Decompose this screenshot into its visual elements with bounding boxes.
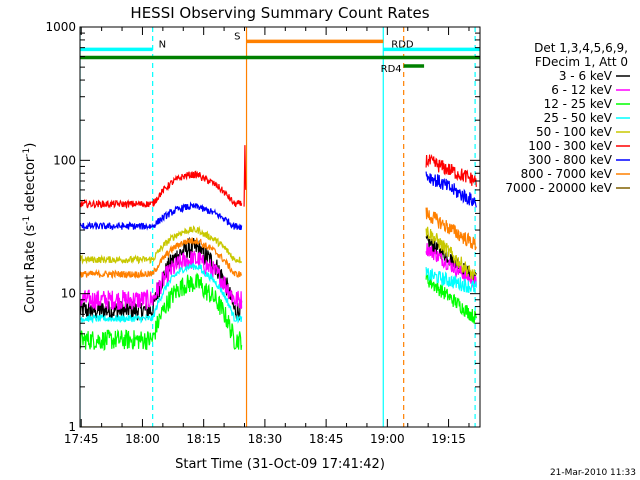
x-tick-label: 19:00 xyxy=(370,432,405,446)
status-label-s: S xyxy=(234,31,240,42)
legend-entry-label: 50 - 100 keV xyxy=(536,125,613,139)
y-tick-label: 10 xyxy=(61,287,76,301)
series-100-300-kev-after xyxy=(425,153,477,187)
x-tick-label: 18:30 xyxy=(248,432,283,446)
legend-header-line1: Det 1,3,4,5,6,9, xyxy=(534,41,628,55)
x-tick-label: 17:45 xyxy=(64,432,99,446)
status-label-n: N xyxy=(159,39,166,50)
series-300-800-kev xyxy=(80,201,243,231)
legend-entry-label: 12 - 25 keV xyxy=(544,97,613,111)
x-tick-label: 18:00 xyxy=(125,432,160,446)
legend-header-line2: FDecim 1, Att 0 xyxy=(535,55,628,69)
x-tick-label: 18:15 xyxy=(186,432,221,446)
series-6-12-kev xyxy=(80,250,243,310)
legend-entry-label: 25 - 50 keV xyxy=(544,111,613,125)
series-25-50-kev-after xyxy=(425,267,477,293)
x-tick-label: 18:45 xyxy=(309,432,344,446)
series-50-100-kev xyxy=(80,225,243,265)
series-100-300-kev xyxy=(80,170,243,210)
legend: Det 1,3,4,5,6,9, FDecim 1, Att 0 3 - 6 k… xyxy=(505,41,630,195)
x-tick-label: 19:15 xyxy=(431,432,466,446)
y-axis: 1 10 100 1000 xyxy=(45,20,480,434)
status-label-rd4: RD4 xyxy=(381,64,402,75)
series-25-50-kev xyxy=(80,263,243,325)
timestamp: 21-Mar-2010 11:33 xyxy=(550,468,636,478)
plot-frame xyxy=(79,26,481,428)
legend-entry-label: 6 - 12 keV xyxy=(551,83,613,97)
series-50-100-kev-after xyxy=(425,226,477,281)
legend-entry-label: 100 - 300 keV xyxy=(528,139,612,153)
plot-area: N S RDD RD4 xyxy=(80,27,480,427)
series-6-12-kev-after xyxy=(425,243,477,288)
legend-entry-label: 3 - 6 keV xyxy=(559,69,613,83)
chart-title: HESSI Observing Summary Count Rates xyxy=(130,4,429,22)
x-axis-label: Start Time (31-Oct-09 17:41:42) xyxy=(175,457,385,472)
legend-entry-label: 800 - 7000 keV xyxy=(521,167,613,181)
series-12-25-kev-after xyxy=(425,272,477,324)
series-12-25-kev xyxy=(80,272,243,352)
series-800-7000-kev-after xyxy=(425,207,477,251)
status-label-rdd: RDD xyxy=(391,39,414,50)
series-300-800-kev-after xyxy=(425,171,477,208)
legend-entry-label: 300 - 800 keV xyxy=(528,153,612,167)
legend-entry-label: 7000 - 20000 keV xyxy=(505,181,612,195)
y-tick-label: 1 xyxy=(68,420,76,434)
flare-spike xyxy=(243,145,247,207)
y-axis-label: Count Rate (s-1 detector-1) xyxy=(22,143,38,314)
series-800-7000-kev xyxy=(80,237,243,280)
y-tick-label: 100 xyxy=(53,153,76,167)
y-tick-label: 1000 xyxy=(45,20,76,34)
x-axis: 17:45 18:00 18:15 18:30 18:45 19:00 19:15 xyxy=(64,27,470,446)
